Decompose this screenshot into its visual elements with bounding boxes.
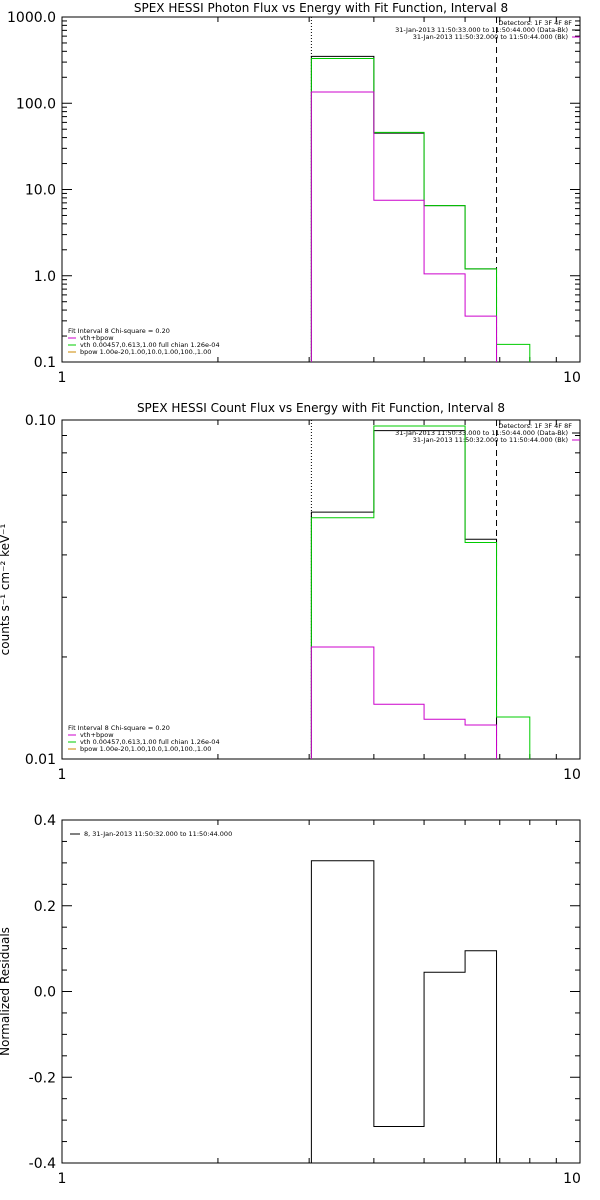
legend-top-item: 31-Jan-2013 11:50:33.000 to 11:50:44.000… bbox=[395, 429, 568, 437]
y-tick-label: 0.1 bbox=[34, 355, 56, 371]
legend-bottom-item: Fit Interval 8 Chi-square = 0.20 bbox=[68, 724, 170, 732]
series-data-step bbox=[310, 430, 498, 759]
legend-bottom-item: vth+bpow bbox=[80, 334, 114, 342]
y-tick-label: 10.0 bbox=[25, 183, 56, 199]
x-tick-label: 10 bbox=[563, 767, 581, 783]
legend-bottom-item: bpow 1.00e-20,1.00,10.0,1.00,100.,1.00 bbox=[80, 348, 211, 356]
x-tick-label: 10 bbox=[563, 370, 581, 386]
series-fit-step bbox=[310, 58, 531, 362]
x-tick-label: 1 bbox=[58, 1171, 67, 1187]
chart-title: SPEX HESSI Photon Flux vs Energy with Fi… bbox=[134, 1, 508, 15]
legend-bottom-item: Fit Interval 8 Chi-square = 0.20 bbox=[68, 327, 170, 335]
panel-1: SPEX HESSI Photon Flux vs Energy with Fi… bbox=[7, 1, 581, 386]
chart-title: SPEX HESSI Count Flux vs Energy with Fit… bbox=[137, 401, 505, 415]
plot-frame bbox=[61, 16, 581, 363]
panel-2: SPEX HESSI Count Flux vs Energy with Fit… bbox=[0, 401, 581, 783]
plot-frame bbox=[61, 819, 581, 1164]
y-tick-label: 0.10 bbox=[25, 413, 56, 429]
legend-bottom-item: bpow 1.00e-20,1.00,10.0,1.00,100.,1.00 bbox=[80, 745, 211, 753]
series-vth-step bbox=[310, 646, 498, 759]
legend-top-item: 31-Jan-2013 11:50:32.000 to 11:50:44.000… bbox=[413, 436, 568, 444]
legend-bottom-item: vth+bpow bbox=[80, 731, 114, 739]
y-tick-label: -0.4 bbox=[29, 1156, 56, 1172]
plot-frame bbox=[61, 419, 581, 760]
y-axis-label: counts s⁻¹ cm⁻² keV⁻¹ bbox=[0, 523, 12, 655]
x-tick-label: 1 bbox=[58, 767, 67, 783]
series-residuals-step bbox=[310, 860, 498, 1163]
series-vth-step bbox=[310, 91, 498, 362]
x-tick-label: 10 bbox=[563, 1171, 581, 1187]
y-axis-label: Normalized Residuals bbox=[0, 927, 12, 1056]
legend-bottom-item: vth 0.00457,0.613,1.00 full chian 1.26e-… bbox=[80, 341, 220, 349]
series-fit-step bbox=[310, 425, 531, 759]
y-tick-label: 1.0 bbox=[34, 269, 56, 285]
y-tick-label: -0.2 bbox=[29, 1070, 56, 1086]
legend-top-item: 8, 31-Jan-2013 11:50:32.000 to 11:50:44.… bbox=[84, 830, 232, 838]
y-tick-label: 100.0 bbox=[16, 96, 56, 112]
legend-top-item: Detectors: 1F 3F 4F 8F bbox=[498, 422, 572, 430]
x-tick-label: 1 bbox=[58, 370, 67, 386]
y-tick-label: 0.0 bbox=[34, 985, 56, 1001]
legend-top-item: 31-Jan-2013 11:50:32.000 to 11:50:44.000… bbox=[413, 33, 568, 41]
panel-3: Normalized Residuals 1 10 0.4 0.2 0.0 -0.2 -0.4… bbox=[0, 813, 581, 1187]
y-tick-label: 0.4 bbox=[34, 813, 56, 829]
legend-bottom-item: vth 0.00457,0.613,1.00 full chian 1.26e-… bbox=[80, 738, 220, 746]
legend-top-item: Detectors: 1F 3F 4F 8F bbox=[498, 19, 572, 27]
y-tick-label: 1000.0 bbox=[7, 10, 56, 26]
y-tick-label: 0.2 bbox=[34, 899, 56, 915]
y-tick-label: 0.01 bbox=[25, 752, 56, 768]
legend-top-item: 31-Jan-2013 11:50:33.000 to 11:50:44.000… bbox=[395, 26, 568, 34]
